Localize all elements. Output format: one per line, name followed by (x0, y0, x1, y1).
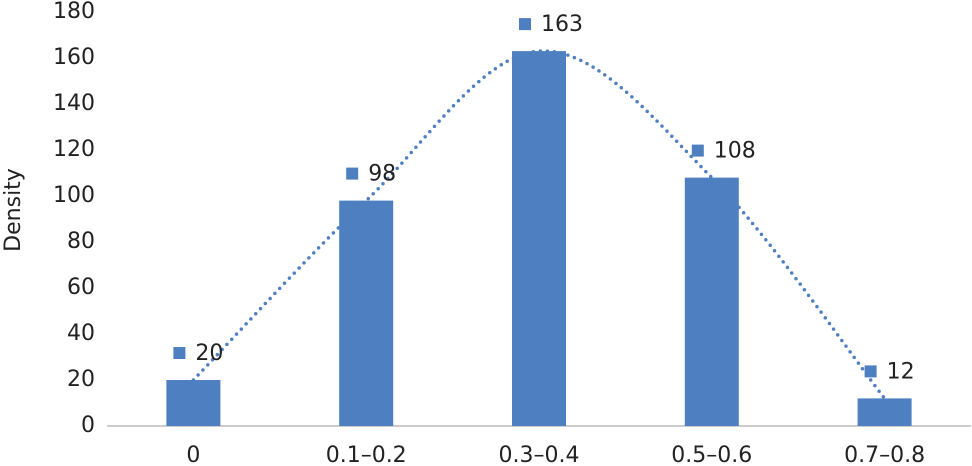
y-tick-label: 20 (67, 367, 95, 392)
label-key (346, 167, 359, 180)
label-key (864, 365, 877, 378)
y-tick-label: 80 (67, 229, 95, 254)
label-key (691, 144, 704, 157)
y-tick-label: 100 (53, 183, 95, 208)
y-tick-label: 120 (53, 137, 95, 162)
x-tick-label: 0.3–0.4 (499, 443, 580, 466)
data-label: 163 (541, 12, 583, 37)
y-tick-label: 180 (53, 0, 95, 24)
trend-line (191, 49, 887, 401)
bar (857, 398, 912, 426)
x-tick-label: 0.1–0.2 (326, 443, 407, 466)
y-tick-label: 0 (81, 413, 95, 438)
y-tick-label: 160 (53, 45, 95, 70)
y-tick-label: 40 (67, 321, 95, 346)
bar (166, 380, 221, 426)
data-label: 98 (368, 162, 396, 187)
data-label: 108 (714, 139, 756, 164)
bar (512, 51, 566, 426)
x-tick-label: 0 (186, 443, 200, 466)
bar (684, 177, 739, 426)
label-key (519, 18, 531, 31)
data-label: 12 (887, 359, 915, 384)
label-key (173, 347, 186, 359)
y-tick-label: 60 (67, 275, 95, 300)
x-tick-label: 0.5–0.6 (671, 443, 752, 466)
x-tick-label: 0.7–0.8 (844, 443, 925, 466)
y-tick-label: 140 (53, 91, 95, 116)
y-axis-label: Density (1, 168, 26, 252)
bar (339, 200, 394, 426)
data-label: 20 (195, 341, 223, 366)
